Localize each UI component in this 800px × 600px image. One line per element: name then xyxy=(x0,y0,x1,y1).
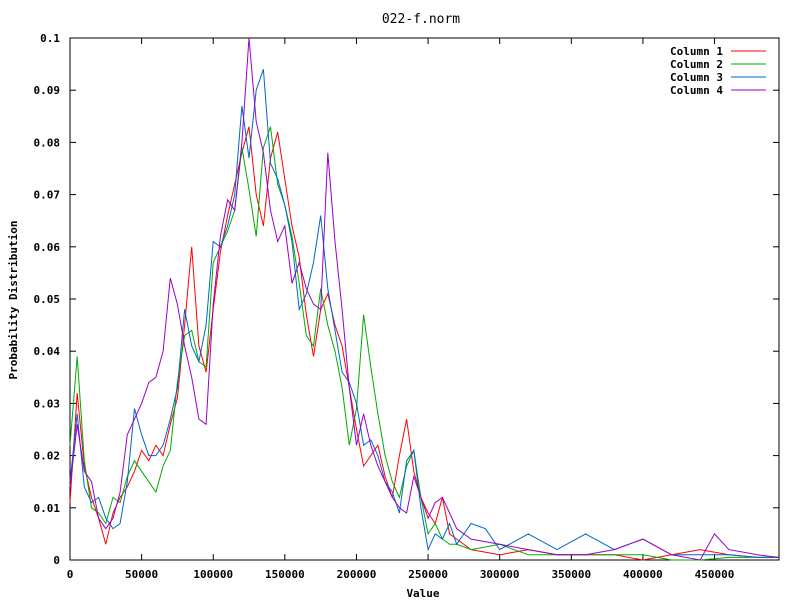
chart-title: 022-f.norm xyxy=(382,12,460,27)
x-tick-label: 450000 xyxy=(695,568,735,581)
series-layer xyxy=(69,37,780,561)
x-tick-label: 350000 xyxy=(551,568,591,581)
series-line-2 xyxy=(69,126,779,561)
x-tick-label: 150000 xyxy=(265,568,305,581)
y-tick-label: 0.1 xyxy=(40,32,60,45)
x-tick-label: 250000 xyxy=(408,568,448,581)
series-line-3 xyxy=(69,69,779,558)
y-tick-label: 0.06 xyxy=(34,241,61,254)
legend-label-4: Column 4 xyxy=(670,84,723,97)
x-tick-label: 100000 xyxy=(193,568,233,581)
series-line-1 xyxy=(69,126,779,561)
y-tick-label: 0.08 xyxy=(34,136,61,149)
y-tick-label: 0.07 xyxy=(34,189,61,202)
legend-label-1: Column 1 xyxy=(670,45,723,58)
y-tick-label: 0.04 xyxy=(34,345,61,358)
y-tick-label: 0 xyxy=(53,554,60,567)
x-tick-label: 200000 xyxy=(337,568,377,581)
x-tick-label: 300000 xyxy=(480,568,520,581)
y-tick-label: 0.03 xyxy=(34,397,61,410)
x-tick-label: 0 xyxy=(67,568,74,581)
y-tick-label: 0.01 xyxy=(34,502,61,515)
series-line-4 xyxy=(69,37,780,561)
y-tick-label: 0.02 xyxy=(34,450,61,463)
y-tick-label: 0.05 xyxy=(34,293,61,306)
x-tick-label: 400000 xyxy=(623,568,663,581)
y-axis-label: Probability Distribution xyxy=(7,221,20,380)
y-tick-label: 0.09 xyxy=(34,84,61,97)
legend-label-2: Column 2 xyxy=(670,58,723,71)
axis-ticks: 0 50000 100000 150000 200000 250000 300000 3500… xyxy=(34,32,779,581)
x-axis-label: Value xyxy=(406,587,439,600)
legend-label-3: Column 3 xyxy=(670,71,723,84)
x-tick-label: 50000 xyxy=(125,568,158,581)
